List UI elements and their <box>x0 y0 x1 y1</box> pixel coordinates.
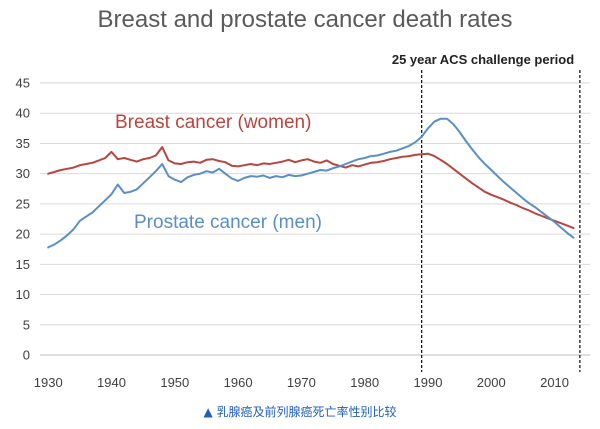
period-annotation: 25 year ACS challenge period <box>392 52 574 67</box>
y-tick-label-10: 10 <box>16 287 30 302</box>
y-tick-label-5: 5 <box>23 317 30 332</box>
series-lines <box>47 117 575 249</box>
y-tick-label-45: 45 <box>16 76 30 91</box>
y-tick-label-15: 15 <box>16 257 30 272</box>
y-tick-label-30: 30 <box>16 166 30 181</box>
y-tick-label-20: 20 <box>16 227 30 242</box>
x-tick-label-1940: 1940 <box>97 375 126 390</box>
y-tick-label-40: 40 <box>16 106 30 121</box>
challenge-period-lines <box>420 70 581 372</box>
x-tick-label-1930: 1930 <box>34 375 63 390</box>
x-tick-label-1970: 1970 <box>287 375 316 390</box>
chart-title: Breast and prostate cancer death rates <box>98 6 513 33</box>
gridlines <box>40 82 590 356</box>
figure-caption: ▲ 乳腺癌及前列腺癌死亡率性别比较 <box>203 404 396 419</box>
y-tick-label-0: 0 <box>23 348 30 363</box>
y-tick-label-35: 35 <box>16 136 30 151</box>
breast-cancer-line <box>47 146 575 230</box>
x-tick-label-1950: 1950 <box>160 375 189 390</box>
x-tick-label-1960: 1960 <box>224 375 253 390</box>
y-tick-labels: 0 5 10 15 20 25 30 35 40 45 <box>16 76 30 363</box>
x-tick-labels: 1930 1940 1950 1960 1970 1980 1990 2000 2010 <box>34 375 569 390</box>
x-tick-label-2000: 2000 <box>477 375 506 390</box>
x-tick-label-2010: 2010 <box>540 375 569 390</box>
y-tick-label-25: 25 <box>16 196 30 211</box>
prostate-cancer-line <box>47 117 575 249</box>
prostate-cancer-label: Prostate cancer (men) <box>134 212 322 233</box>
x-tick-label-1990: 1990 <box>414 375 443 390</box>
breast-cancer-label: Breast cancer (women) <box>115 112 311 133</box>
x-tick-label-1980: 1980 <box>350 375 379 390</box>
